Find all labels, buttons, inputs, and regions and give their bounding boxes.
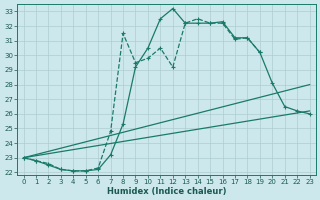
X-axis label: Humidex (Indice chaleur): Humidex (Indice chaleur) (107, 187, 226, 196)
